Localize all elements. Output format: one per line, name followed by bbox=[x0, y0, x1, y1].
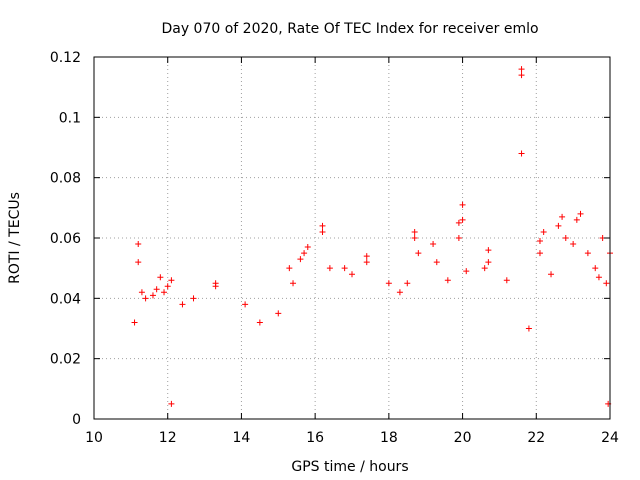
x-tick-label: 18 bbox=[380, 430, 398, 446]
data-point bbox=[135, 241, 142, 248]
data-point bbox=[570, 241, 577, 248]
data-point bbox=[319, 222, 326, 229]
data-point bbox=[444, 277, 451, 284]
data-point bbox=[179, 301, 186, 308]
data-point bbox=[459, 201, 466, 208]
data-point bbox=[404, 280, 411, 287]
data-point bbox=[463, 268, 470, 275]
y-tick-label: 0.1 bbox=[59, 110, 81, 126]
y-tick-label: 0 bbox=[72, 412, 81, 428]
y-tick-label: 0.04 bbox=[50, 291, 81, 307]
axis-ticks: 10 12 14 16 18 20 22 24 0 0.02 0.04 0.06 0.08 0.1 0.12 bbox=[50, 50, 619, 446]
data-point bbox=[161, 289, 168, 296]
data-point bbox=[138, 289, 145, 296]
data-point bbox=[573, 216, 580, 223]
data-point bbox=[157, 274, 164, 281]
data-point bbox=[433, 259, 440, 266]
y-tick-label: 0.02 bbox=[50, 352, 81, 368]
x-tick-label: 12 bbox=[159, 430, 177, 446]
data-point bbox=[242, 301, 249, 308]
data-point bbox=[577, 210, 584, 217]
data-point bbox=[290, 280, 297, 287]
data-point bbox=[485, 259, 492, 266]
data-point bbox=[286, 265, 293, 272]
data-point bbox=[455, 235, 462, 241]
data-point bbox=[592, 265, 599, 272]
y-tick-label: 0.12 bbox=[50, 50, 81, 66]
y-tick-label: 0.06 bbox=[50, 231, 81, 247]
data-point bbox=[525, 325, 532, 332]
data-point bbox=[131, 319, 138, 326]
data-point bbox=[142, 295, 149, 302]
x-tick-label: 20 bbox=[454, 430, 472, 446]
data-point bbox=[341, 265, 348, 272]
y-tick-label: 0.08 bbox=[50, 171, 81, 187]
data-point bbox=[301, 250, 308, 257]
x-tick-label: 22 bbox=[527, 430, 545, 446]
data-point bbox=[595, 274, 602, 281]
data-point bbox=[584, 250, 591, 257]
data-point bbox=[190, 295, 197, 302]
data-point bbox=[385, 280, 392, 287]
data-point bbox=[297, 256, 304, 263]
data-point bbox=[430, 241, 437, 248]
data-point bbox=[135, 259, 142, 266]
data-point bbox=[168, 277, 175, 284]
data-point bbox=[304, 244, 311, 251]
data-point bbox=[518, 72, 525, 79]
data-point bbox=[548, 271, 555, 278]
data-point bbox=[396, 289, 403, 296]
data-point bbox=[603, 280, 610, 287]
x-tick-label: 16 bbox=[306, 430, 324, 446]
data-point bbox=[212, 283, 219, 290]
data-point bbox=[349, 271, 355, 278]
data-point bbox=[149, 292, 156, 299]
data-point bbox=[481, 265, 488, 272]
x-axis-label: GPS time / hours bbox=[291, 459, 408, 475]
data-point bbox=[411, 228, 418, 235]
data-point bbox=[168, 400, 175, 407]
data-point bbox=[555, 222, 562, 229]
data-point bbox=[536, 250, 543, 257]
x-tick-label: 24 bbox=[601, 430, 619, 446]
data-point bbox=[415, 250, 422, 257]
data-point bbox=[363, 259, 370, 266]
data-point bbox=[518, 66, 525, 73]
data-point bbox=[485, 247, 492, 254]
data-point bbox=[540, 228, 547, 235]
data-point bbox=[503, 277, 510, 284]
chart-title: Day 070 of 2020, Rate Of TEC Index for r… bbox=[161, 21, 538, 37]
y-axis-label: ROTI / TECUs bbox=[7, 192, 23, 284]
data-point bbox=[319, 228, 326, 235]
data-point bbox=[559, 213, 566, 220]
data-point bbox=[164, 283, 171, 290]
data-point bbox=[256, 319, 263, 326]
data-point bbox=[536, 238, 543, 245]
data-point bbox=[275, 310, 282, 317]
x-tick-label: 14 bbox=[233, 430, 251, 446]
data-point bbox=[518, 150, 525, 157]
data-point bbox=[326, 265, 333, 272]
grid-lines bbox=[94, 57, 610, 419]
data-point bbox=[459, 216, 466, 223]
x-tick-label: 10 bbox=[85, 430, 103, 446]
data-point bbox=[153, 286, 160, 293]
data-point bbox=[363, 253, 370, 260]
data-point bbox=[562, 235, 569, 241]
data-point bbox=[455, 219, 462, 226]
data-point bbox=[411, 235, 418, 241]
